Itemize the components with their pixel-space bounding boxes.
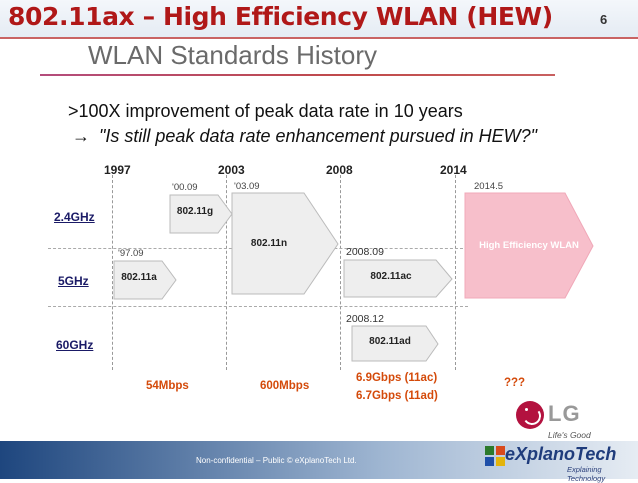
standard-label: 802.11g — [176, 206, 214, 217]
standard-date: 2008.09 — [346, 246, 384, 258]
brand-tagline: Explaining Technology — [567, 465, 606, 483]
band-label-2-4ghz: 2.4GHz — [54, 210, 95, 224]
year-label: 1997 — [104, 163, 131, 177]
data-rate-label: 600Mbps — [260, 380, 310, 392]
lg-logo-text: LG — [548, 401, 581, 426]
heading-underline — [40, 74, 555, 76]
standard-arrow-hew — [464, 192, 594, 299]
year-label: 2008 — [326, 163, 353, 177]
standard-date: '03.09 — [234, 181, 260, 192]
standard-arrow-802-11g — [169, 194, 233, 234]
title-banner — [0, 0, 638, 38]
headline-improvement: >100X improvement of peak data rate in 1… — [68, 101, 463, 121]
year-label: 2014 — [440, 163, 467, 177]
standard-label: 802.11n — [250, 238, 288, 249]
explanotech-logo-icon — [485, 446, 505, 466]
standard-date: 2014.5 — [474, 181, 504, 192]
band-divider — [48, 306, 468, 307]
data-rate-label: 6.7Gbps (11ad) — [356, 390, 438, 402]
standard-arrow-802-11n — [231, 192, 339, 295]
year-label: 2003 — [218, 163, 245, 177]
lg-logo-icon — [516, 401, 544, 429]
headline-question: → "Is still peak data rate enhancement p… — [72, 126, 537, 147]
data-rate-label: 6.9Gbps (11ac) — [356, 372, 438, 384]
title-underline — [0, 37, 638, 39]
lg-tagline: Life's Good — [548, 430, 591, 440]
slide-title: 802.11ax – High Efficiency WLAN (HEW) — [8, 2, 553, 31]
question-text: "Is still peak data rate enhancement pur… — [99, 126, 538, 146]
standard-date: '00.09 — [172, 182, 198, 193]
data-rate-label: ??? — [504, 377, 526, 389]
year-divider — [226, 175, 227, 370]
standard-date: '97.09 — [118, 248, 144, 259]
band-label-60ghz: 60GHz — [56, 338, 94, 352]
slide-number: 6 — [600, 12, 608, 27]
standard-arrow-802-11ac — [343, 259, 453, 298]
standard-label: 802.11ac — [370, 271, 412, 282]
band-label-5ghz: 5GHz — [58, 274, 89, 288]
standard-arrow-802-11ad — [351, 325, 439, 362]
data-rate-label: 54Mbps — [146, 380, 189, 392]
year-divider — [112, 175, 113, 370]
footer-confidentiality: Non-confidential – Public © eXplanoTech … — [196, 456, 357, 465]
footer-bar — [0, 441, 638, 479]
standard-arrow-802-11a — [113, 260, 177, 300]
year-divider — [455, 175, 456, 370]
brand-name: eXplanoTech — [505, 444, 617, 464]
year-divider — [340, 175, 341, 370]
right-arrow-icon: → — [72, 126, 90, 146]
section-heading: WLAN Standards History — [88, 40, 377, 70]
standard-label: High Efficiency WLAN — [479, 240, 579, 251]
standard-date: 2008.12 — [346, 313, 384, 325]
standard-label: 802.11a — [121, 272, 157, 283]
standard-label: 802.11ad — [369, 336, 411, 347]
